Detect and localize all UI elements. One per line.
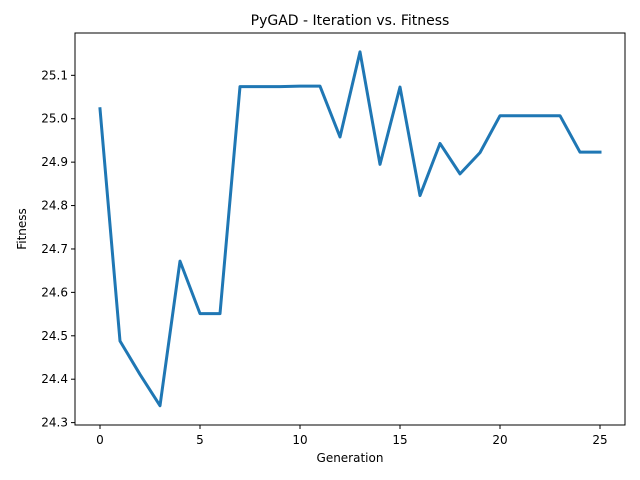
x-axis: 0 5 10 15 20 25 bbox=[96, 425, 608, 447]
y-axis-label: Fitness bbox=[15, 208, 29, 250]
y-tick-label: 24.4 bbox=[41, 372, 68, 386]
y-tick-label: 24.3 bbox=[41, 416, 68, 430]
plot-frame bbox=[74, 32, 626, 426]
y-tick-label: 24.6 bbox=[41, 285, 68, 299]
series-line-layer bbox=[98, 50, 602, 408]
y-tick-label: 24.7 bbox=[41, 242, 68, 256]
y-tick-label: 24.9 bbox=[41, 155, 68, 169]
x-axis-label: Generation bbox=[317, 451, 384, 465]
y-tick-label: 25.0 bbox=[41, 112, 68, 126]
x-tick-label: 15 bbox=[392, 433, 407, 447]
y-tick-label: 24.5 bbox=[41, 329, 68, 343]
x-tick-label: 0 bbox=[96, 433, 104, 447]
y-tick-label: 24.8 bbox=[41, 199, 68, 213]
series-line bbox=[98, 50, 602, 408]
y-tick-label: 25.1 bbox=[41, 68, 68, 82]
chart-title: PyGAD - Iteration vs. Fitness bbox=[251, 13, 450, 29]
x-tick-label: 20 bbox=[492, 433, 507, 447]
x-tick-label: 25 bbox=[592, 433, 607, 447]
x-tick-label: 5 bbox=[196, 433, 204, 447]
y-axis: 24.3 24.4 24.5 24.6 24.7 24.8 24.9 25.0 25.1 bbox=[41, 68, 75, 430]
x-tick-label: 10 bbox=[292, 433, 307, 447]
